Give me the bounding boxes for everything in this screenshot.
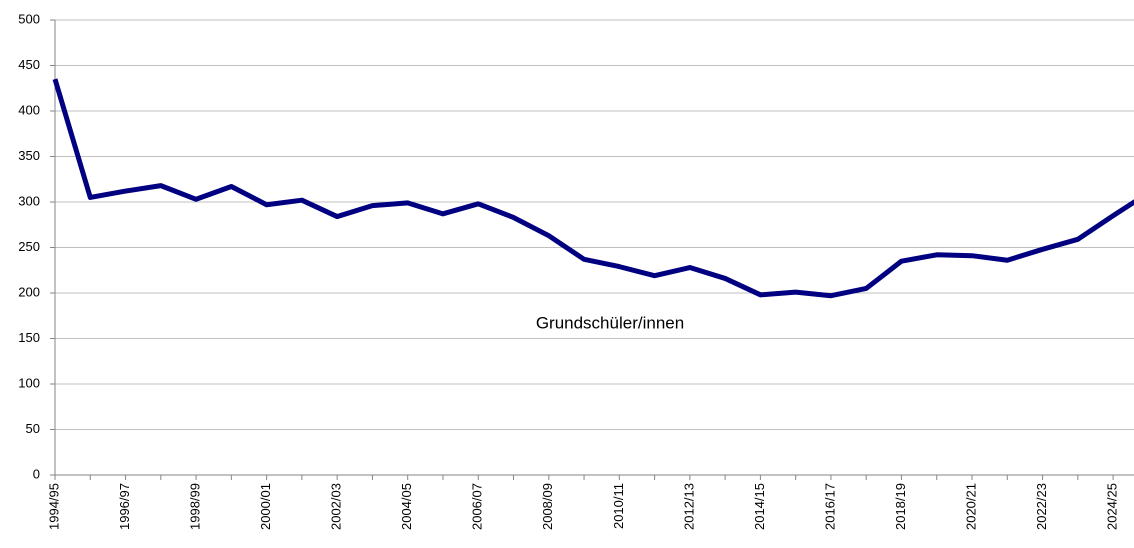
y-tick-label: 400	[18, 102, 40, 117]
x-tick-label: 1998/99	[188, 483, 203, 530]
x-tick-label: 2008/09	[540, 483, 555, 530]
annotation: Grundschüler/innen	[536, 313, 684, 332]
y-tick-label: 100	[18, 375, 40, 390]
y-tick-label: 200	[18, 284, 40, 299]
x-tick-label: 2014/15	[752, 483, 767, 530]
y-tick-label: 350	[18, 148, 40, 163]
y-tick-label: 300	[18, 193, 40, 208]
x-tick-label: 2020/21	[963, 483, 978, 530]
x-tick-label: 2012/13	[681, 483, 696, 530]
y-tick-label: 0	[33, 466, 40, 481]
y-tick-label: 250	[18, 239, 40, 254]
x-tick-label: 2024/25	[1105, 483, 1120, 530]
x-tick-label: 1994/95	[46, 483, 61, 530]
x-tick-label: 2016/17	[822, 483, 837, 530]
y-tick-label: 50	[26, 421, 40, 436]
x-tick-label: 2006/07	[470, 483, 485, 530]
x-tick-label: 2022/23	[1034, 483, 1049, 530]
x-tick-label: 2018/19	[893, 483, 908, 530]
data-line	[52, 78, 1134, 299]
y-tick-label: 150	[18, 330, 40, 345]
x-tick-label: 2000/01	[258, 483, 273, 530]
x-tick-label: 2010/11	[611, 483, 626, 529]
x-tick-label: 2004/05	[399, 483, 414, 530]
y-tick-label: 450	[18, 57, 40, 72]
x-tick-label: 1996/97	[117, 483, 132, 530]
x-tick-label: 2002/03	[329, 483, 344, 530]
y-tick-label: 500	[18, 11, 40, 26]
